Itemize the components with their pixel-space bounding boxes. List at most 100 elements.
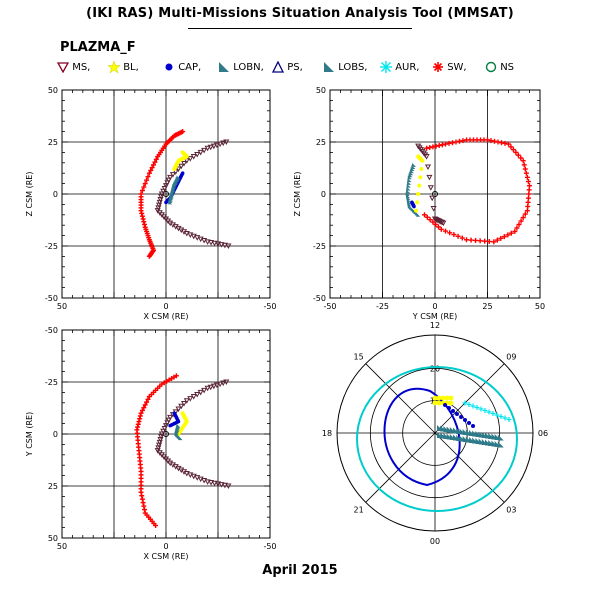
sw-point: [482, 238, 488, 244]
lobn-point: [497, 434, 504, 441]
aur-point: [470, 403, 476, 409]
ms-point: [155, 205, 162, 211]
aur-point: [478, 406, 484, 412]
instrument-label: PLAZMA_F: [60, 40, 136, 55]
ms-point: [204, 479, 211, 485]
lobn-point: [175, 176, 180, 181]
ms-point: [175, 406, 182, 413]
ms-point: [440, 220, 447, 227]
legend-item-lobs: LOBS,: [323, 61, 367, 73]
sw-point: [516, 222, 522, 228]
lobn-point: [410, 167, 415, 172]
sw-point: [451, 232, 457, 238]
legend-label-bl: BL,: [123, 62, 139, 73]
panel-bottom-right: 12090603002118152010: [322, 321, 548, 546]
legend-item-bl: BL,: [107, 60, 139, 74]
ms-point: [158, 191, 165, 198]
ms-point: [175, 166, 182, 173]
sw-point: [443, 228, 448, 234]
y-tick-label: -50: [313, 294, 326, 303]
sw-point: [498, 235, 504, 241]
ms-point: [180, 160, 188, 167]
ms-point: [156, 442, 163, 449]
bl-point: [172, 167, 177, 172]
sw-point: [521, 162, 527, 168]
ms-point: [225, 483, 232, 490]
mlt-label: 12: [430, 321, 440, 330]
ms-point: [438, 219, 446, 226]
ms-point: [156, 199, 163, 206]
y-tick-label: -25: [313, 242, 326, 251]
ms-point: [221, 242, 228, 249]
ms-point: [430, 206, 437, 212]
aur-point: [474, 405, 480, 410]
sw-point: [149, 165, 155, 171]
ms-point: [160, 188, 167, 195]
lobn-point: [175, 178, 180, 183]
sw-point: [506, 141, 511, 147]
ms-point: [426, 174, 433, 181]
bl-point: [444, 395, 450, 401]
mlt-label: 09: [506, 353, 516, 362]
bl-point: [416, 192, 421, 196]
bl-point: [432, 400, 438, 406]
ms-point: [423, 154, 430, 160]
mlt-label: 00: [430, 537, 440, 546]
sw-point: [477, 238, 483, 244]
aur-point: [502, 415, 508, 421]
sw-point: [153, 523, 159, 529]
sw-point: [152, 159, 158, 165]
sw-point: [436, 224, 441, 230]
lobn-point: [407, 180, 412, 185]
ps-symbol-icon: [271, 60, 285, 73]
legend-label-ns: NS: [500, 62, 515, 73]
sw-point: [464, 237, 469, 243]
legend-item-sw: SW,: [432, 61, 467, 73]
lobn-point: [409, 171, 414, 176]
legend-label-ms: MS,: [72, 62, 91, 73]
aur-point: [498, 414, 504, 419]
sw-symbol-icon: [433, 62, 443, 72]
legend-label-aur: AUR,: [395, 62, 420, 73]
legend-item-cap: CAP,: [163, 61, 201, 73]
x-tick-label: 0: [163, 302, 168, 311]
sw-point: [459, 235, 465, 241]
ns-symbol-icon: [485, 61, 497, 73]
x-tick-label: 0: [432, 302, 437, 311]
lobn-point: [168, 200, 173, 205]
aur-point: [490, 411, 496, 416]
sw-point: [513, 149, 519, 155]
sw-point: [520, 158, 526, 164]
y-tick-label: 25: [48, 482, 58, 491]
sw-point: [422, 212, 427, 218]
lobs-symbol-icon: [324, 62, 334, 72]
mlt-spoke: [365, 432, 436, 503]
y-tick-label: -25: [45, 378, 58, 387]
lobn-point: [406, 183, 411, 188]
ms-point: [162, 183, 170, 189]
bl-point: [417, 183, 422, 188]
ms-symbol-icon: [56, 62, 70, 74]
sw-point: [508, 144, 514, 150]
sw-point: [522, 211, 528, 217]
ms-point: [165, 417, 172, 424]
legend-item-ps: PS,: [271, 60, 303, 73]
ms-point: [208, 480, 215, 486]
sw-point: [518, 155, 524, 161]
mlt-label: 18: [322, 429, 332, 438]
ms-point: [157, 437, 164, 443]
ms-point: [165, 177, 172, 184]
bl-point: [418, 175, 423, 180]
y-axis-label: Z CSM (RE): [293, 172, 302, 217]
ms-point: [221, 482, 228, 489]
lobn-symbol-icon: [219, 62, 229, 72]
aur-point: [466, 402, 472, 407]
sw-point: [146, 253, 152, 259]
ms-point: [158, 194, 165, 200]
x-tick-label: -50: [263, 302, 276, 311]
sw-point: [146, 394, 152, 400]
sw-point: [491, 239, 497, 245]
lobn-point: [409, 169, 414, 174]
mlt-label: 06: [538, 429, 548, 438]
y-tick-label: -25: [45, 242, 58, 251]
